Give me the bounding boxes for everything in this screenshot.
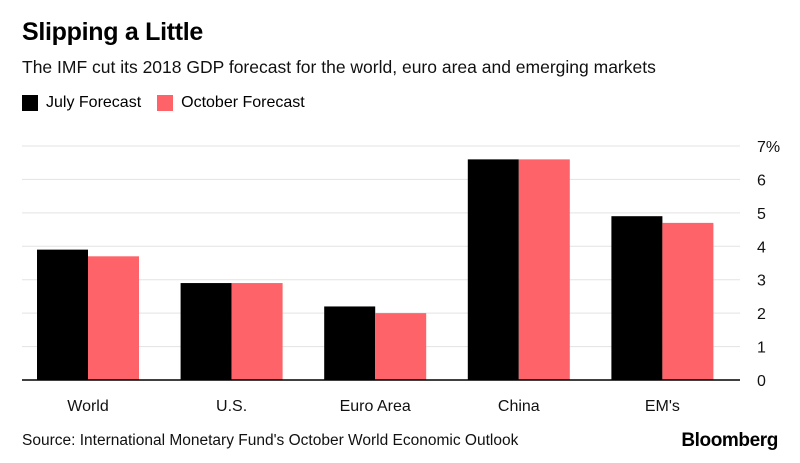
- y-tick-label: 3: [757, 273, 766, 290]
- legend: July Forecast October Forecast: [22, 94, 321, 112]
- bar-july: [37, 249, 88, 380]
- x-tick-label: World: [67, 398, 109, 415]
- bar-july: [324, 306, 376, 380]
- bar-october: [231, 283, 283, 380]
- y-tick-label: 1: [757, 340, 766, 357]
- legend-item-october: October Forecast: [157, 94, 305, 112]
- x-tick-label: EM's: [645, 398, 680, 415]
- x-tick-label: U.S.: [216, 398, 247, 415]
- bar-october: [518, 159, 570, 380]
- bar-july: [611, 216, 663, 380]
- bar-october: [375, 313, 427, 380]
- bloomberg-logo: Bloomberg: [681, 430, 778, 451]
- bar-july: [180, 283, 232, 380]
- legend-label-october: October Forecast: [181, 94, 305, 111]
- legend-swatch-october: [157, 95, 174, 111]
- chart-title: Slipping a Little: [22, 18, 204, 46]
- legend-swatch-july: [22, 95, 38, 111]
- x-tick-label: China: [498, 398, 540, 415]
- bar-october: [662, 222, 714, 380]
- y-tick-label: 4: [757, 239, 766, 256]
- y-tick-label: 5: [757, 206, 766, 223]
- x-tick-label: Euro Area: [340, 398, 411, 415]
- y-tick-label: 7%: [757, 139, 780, 156]
- legend-item-july: July Forecast: [22, 94, 141, 112]
- y-tick-label: 0: [757, 373, 766, 390]
- bar-october: [88, 256, 139, 380]
- bar-july: [467, 159, 519, 380]
- y-tick-label: 6: [757, 172, 766, 189]
- bar-chart: 0 1 2 3 4 5 6 7% World U.S. Euro Area China EM's: [22, 139, 780, 415]
- chart-subtitle: The IMF cut its 2018 GDP forecast for th…: [22, 57, 656, 77]
- y-tick-label: 2: [757, 306, 766, 323]
- source-note: Source: International Monetary Fund's Oc…: [22, 432, 519, 449]
- legend-label-july: July Forecast: [46, 94, 142, 111]
